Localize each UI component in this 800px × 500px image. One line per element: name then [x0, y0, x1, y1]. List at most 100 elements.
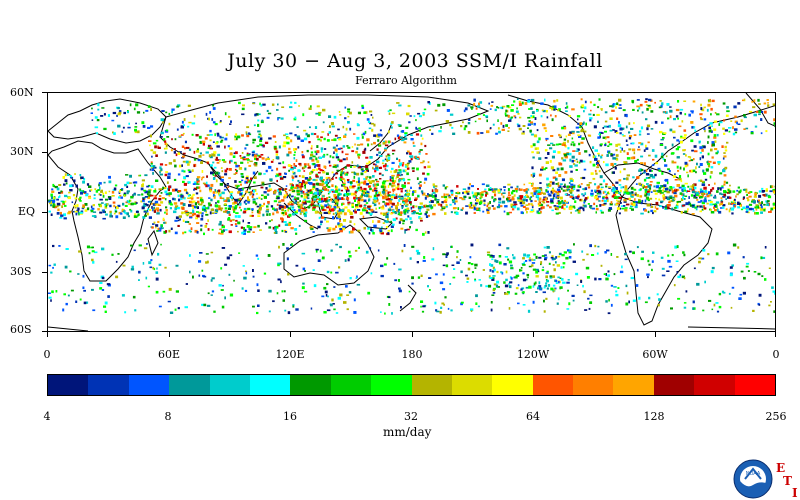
rain-cell	[647, 210, 650, 214]
rain-cell	[382, 205, 385, 208]
rain-cell	[445, 205, 448, 208]
rain-cell	[609, 105, 613, 108]
rain-cell	[595, 197, 599, 201]
rain-cell	[233, 279, 235, 282]
rain-cell	[416, 177, 419, 180]
rain-cell	[237, 215, 241, 218]
rain-cell	[498, 201, 502, 204]
rain-cell	[577, 207, 581, 210]
rain-cell	[349, 213, 353, 215]
rain-cell	[146, 243, 148, 245]
rain-cell	[605, 163, 609, 167]
rain-cell	[538, 191, 540, 193]
rain-cell	[278, 145, 281, 149]
rain-cell	[582, 194, 585, 197]
rain-cell	[613, 192, 616, 195]
rain-cell	[393, 211, 396, 214]
rain-cell	[539, 210, 542, 214]
rain-cell	[59, 217, 63, 219]
rain-cell	[259, 203, 262, 207]
rain-cell	[310, 153, 314, 157]
rain-cell	[600, 155, 603, 159]
rain-cell	[755, 204, 759, 206]
rain-cell	[252, 171, 256, 175]
rain-cell	[507, 114, 510, 118]
rain-cell	[319, 197, 321, 201]
rain-cell	[420, 305, 422, 308]
rain-cell	[612, 129, 615, 131]
rain-cell	[507, 127, 510, 129]
rain-cell	[506, 292, 509, 296]
rain-cell	[98, 183, 100, 187]
rain-cell	[406, 207, 410, 210]
rain-cell	[320, 204, 323, 207]
rain-cell	[178, 135, 181, 138]
rain-cell	[366, 118, 370, 121]
rain-cell	[64, 265, 68, 269]
rain-cell	[328, 179, 331, 183]
rain-cell	[536, 187, 540, 190]
rain-cell	[677, 297, 681, 300]
rain-cell	[128, 201, 130, 204]
rain-cell	[216, 200, 219, 203]
rain-cell	[678, 125, 682, 128]
rain-cell	[259, 137, 263, 140]
rain-cell	[774, 185, 775, 188]
rain-cell	[183, 182, 187, 186]
rain-cell	[462, 191, 464, 195]
rain-cell	[619, 132, 622, 135]
rain-cell	[373, 141, 376, 145]
rain-cell	[52, 203, 55, 205]
rain-cell	[507, 130, 510, 132]
rain-cell	[210, 279, 213, 282]
rain-cell	[245, 175, 249, 179]
rain-cell	[130, 268, 135, 271]
rain-cell	[194, 229, 198, 233]
rain-cell	[598, 170, 601, 173]
rain-cell	[418, 152, 421, 155]
rain-cell	[408, 290, 411, 293]
rain-cell	[573, 243, 575, 246]
rain-cell	[663, 111, 666, 114]
rain-cell	[699, 116, 702, 119]
rain-cell	[584, 198, 587, 201]
rain-cell	[665, 155, 668, 158]
rain-cell	[375, 135, 379, 138]
rain-cell	[417, 182, 420, 185]
rain-cell	[153, 197, 158, 200]
rain-cell	[353, 133, 356, 135]
rain-cell	[540, 168, 544, 171]
rain-cell	[308, 177, 312, 180]
colorbar-swatch-3	[169, 375, 210, 395]
rain-cell	[301, 286, 305, 290]
rain-cell	[552, 176, 557, 179]
rain-cell	[192, 193, 195, 196]
rain-cell	[677, 169, 680, 172]
rain-cell	[388, 296, 391, 299]
rain-cell	[281, 290, 284, 293]
rain-cell	[292, 185, 294, 189]
rain-cell	[152, 142, 157, 145]
rain-cell	[158, 188, 162, 191]
rain-cell	[275, 153, 279, 156]
rain-cell	[646, 183, 649, 185]
rain-cell	[646, 190, 650, 193]
rain-cell	[543, 299, 545, 303]
rain-cell	[333, 194, 337, 197]
rain-cell	[641, 199, 644, 203]
rain-cell	[206, 161, 209, 165]
rain-cell	[346, 157, 348, 161]
rain-cell	[683, 302, 687, 304]
rain-cell	[198, 203, 200, 205]
rain-cell	[499, 106, 502, 109]
rain-cell	[491, 270, 495, 273]
rain-cell	[247, 198, 250, 201]
rain-cell	[182, 219, 185, 222]
rain-cell	[517, 124, 521, 128]
rain-cell	[416, 167, 419, 171]
rain-cell	[248, 228, 252, 231]
rain-cell	[549, 206, 552, 209]
rain-cell	[69, 189, 73, 192]
rain-cell	[537, 197, 540, 201]
rain-cell	[508, 191, 510, 195]
